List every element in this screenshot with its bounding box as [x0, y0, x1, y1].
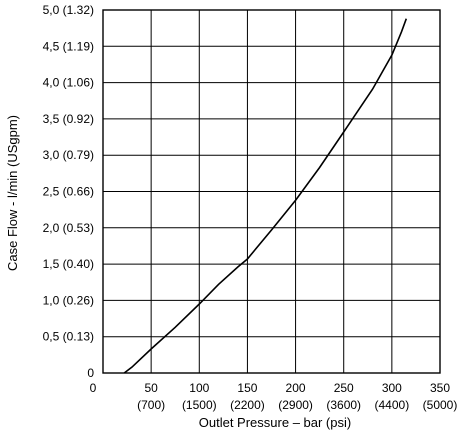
y-tick-label-8: 4,0 (1.06)	[43, 76, 94, 90]
x-tick-sublabel-5: (3600)	[326, 398, 361, 412]
x-axis-title: Outlet Pressure – bar (psi)	[199, 415, 351, 430]
plot-frame	[102, 9, 441, 374]
y-tick-label-1: 0,5 (0.13)	[43, 330, 94, 344]
y-tick-label-9: 4,5 (1.19)	[43, 39, 94, 53]
x-tick-sublabel-6: (4400)	[375, 398, 410, 412]
y-tick-label-0: 0	[87, 366, 94, 380]
case-flow-curve	[123, 18, 408, 374]
x-tick-label-3: 150	[237, 381, 257, 395]
y-tick-label-4: 2,0 (0.53)	[43, 221, 94, 235]
y-tick-labels: 0 0,5 (0.13) 1,0 (0.26) 1,5 (0.40) 2,0 (0.53…	[43, 3, 95, 380]
x-tick-sublabel-7: (5000)	[423, 398, 458, 412]
x-tick-label-6: 300	[382, 381, 402, 395]
y-axis-title: Case Flow - l/min (USgpm)	[5, 115, 20, 271]
x-tick-label-0: 0	[90, 381, 97, 395]
x-tick-sublabel-3: (2200)	[230, 398, 265, 412]
y-tick-label-5: 2,5 (0.66)	[43, 185, 94, 199]
x-tick-label-5: 250	[334, 381, 354, 395]
x-tick-sublabel-2: (1500)	[182, 398, 217, 412]
x-tick-label-4: 200	[286, 381, 306, 395]
x-tick-label-7: 350	[430, 381, 450, 395]
y-tick-label-7: 3,5 (0.92)	[43, 112, 94, 126]
y-tick-label-10: 5,0 (1.32)	[43, 3, 94, 17]
x-tick-sublabel-1: (700)	[137, 398, 165, 412]
x-tick-label-2: 100	[189, 381, 209, 395]
x-tick-label-1: 50	[144, 381, 158, 395]
x-tick-labels: 0 50 (700) 100 (1500) 150 (2200) 200 (2900) 250 (3…	[90, 381, 458, 412]
y-tick-label-3: 1,5 (0.40)	[43, 257, 94, 271]
y-tick-label-6: 3,0 (0.79)	[43, 148, 94, 162]
y-tick-label-2: 1,0 (0.26)	[43, 293, 94, 307]
grid-lines	[102, 9, 441, 374]
x-tick-sublabel-4: (2900)	[278, 398, 313, 412]
